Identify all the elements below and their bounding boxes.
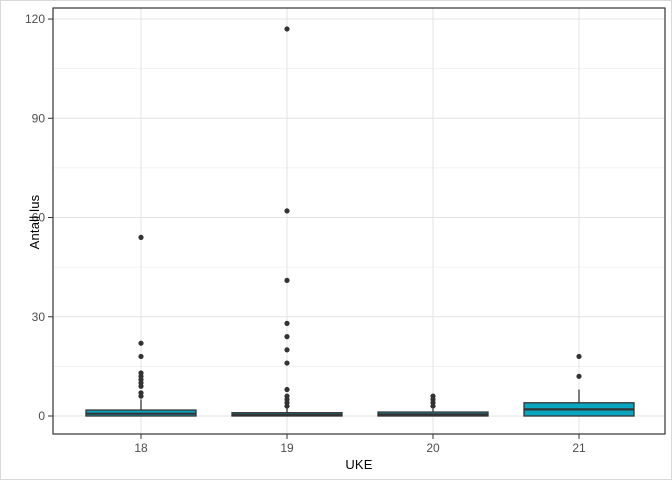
boxplot-week-21 (523, 353, 635, 417)
outlier-point (284, 334, 290, 340)
outlier-point (576, 373, 582, 379)
boxplot-week-20 (377, 393, 489, 417)
outlier-point (284, 277, 290, 283)
outlier-point (284, 208, 290, 214)
outlier-point (576, 353, 582, 360)
y-tick-label: 30 (32, 310, 46, 324)
outlier-point (430, 393, 436, 399)
outlier-point (284, 360, 290, 366)
panel-border (52, 7, 666, 435)
outlier-point (284, 26, 290, 32)
panel-background (53, 8, 665, 434)
x-tick-label: 20 (426, 441, 440, 455)
x-axis-title: UKE (345, 457, 373, 472)
y-tick-label: 120 (25, 12, 45, 26)
outlier-point (138, 340, 144, 346)
y-tick-label: 90 (32, 111, 46, 125)
outlier-point (284, 347, 290, 353)
outlier-point (138, 234, 144, 240)
y-axis-title: Antall lus (26, 194, 42, 250)
y-tick-label: 60 (32, 211, 46, 225)
boxplot-week-18 (85, 234, 197, 417)
outlier-point (138, 353, 144, 360)
x-tick-label: 21 (572, 441, 586, 455)
outlier-point (284, 320, 290, 326)
x-tick-label: 18 (134, 441, 148, 455)
outlier-point (138, 370, 144, 376)
x-tick-label: 19 (280, 441, 294, 455)
y-tick-label: 0 (38, 409, 45, 423)
outlier-point (284, 386, 290, 393)
outlier-point (138, 390, 144, 396)
outlier-point (284, 393, 290, 399)
boxplot-week-19 (231, 26, 343, 417)
